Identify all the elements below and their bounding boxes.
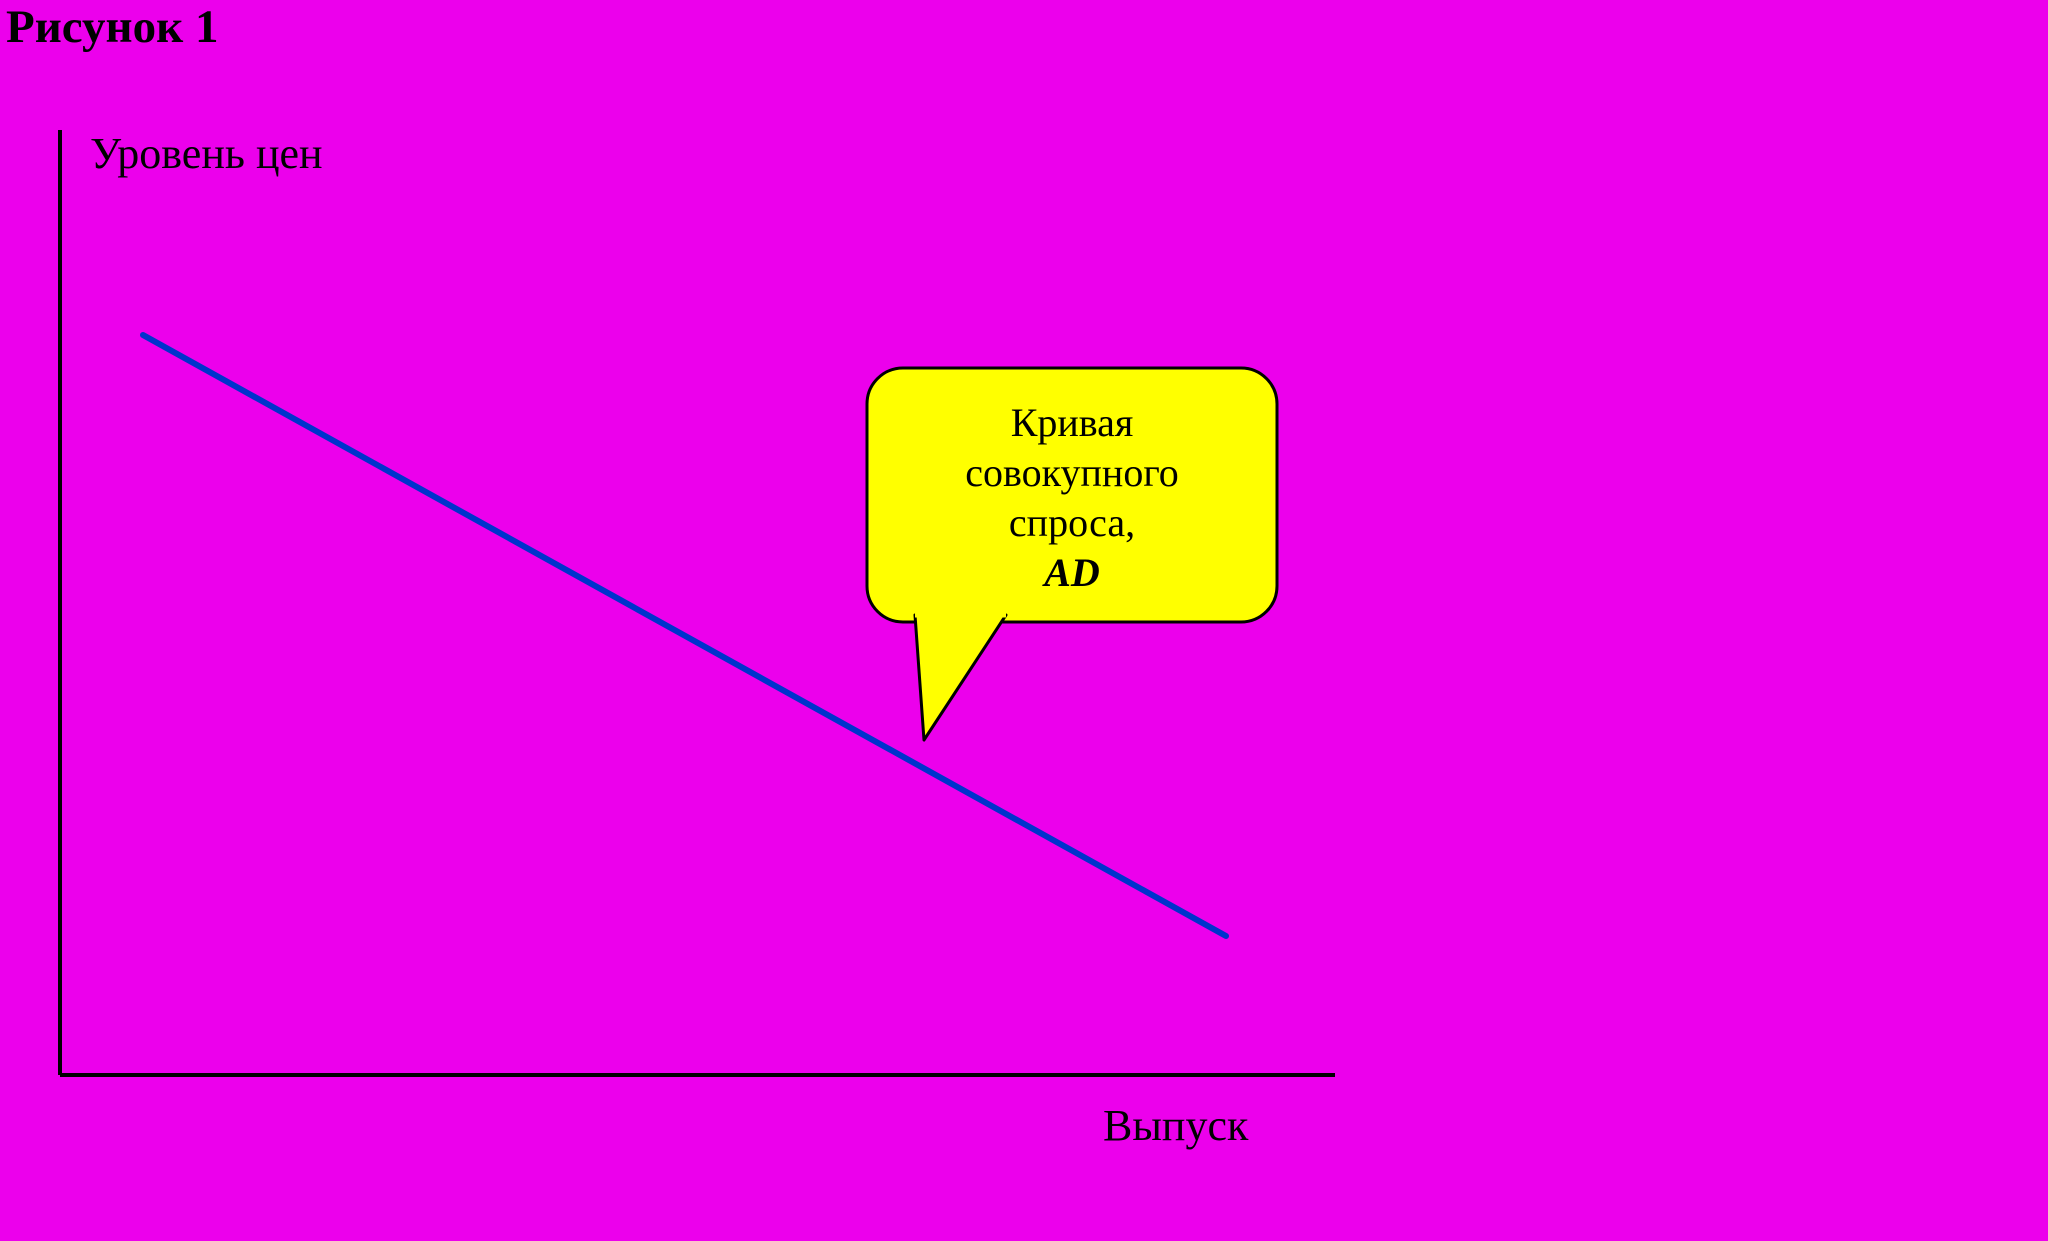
diagram-svg xyxy=(0,0,2048,1241)
diagram-canvas: Рисунок 1 Уровень цен Выпуск Криваясовок… xyxy=(0,0,2048,1241)
callout-bubble xyxy=(867,368,1277,740)
y-axis-label: Уровень цен xyxy=(90,128,323,179)
figure-title: Рисунок 1 xyxy=(6,0,218,54)
x-axis-label: Выпуск xyxy=(1103,1100,1248,1151)
